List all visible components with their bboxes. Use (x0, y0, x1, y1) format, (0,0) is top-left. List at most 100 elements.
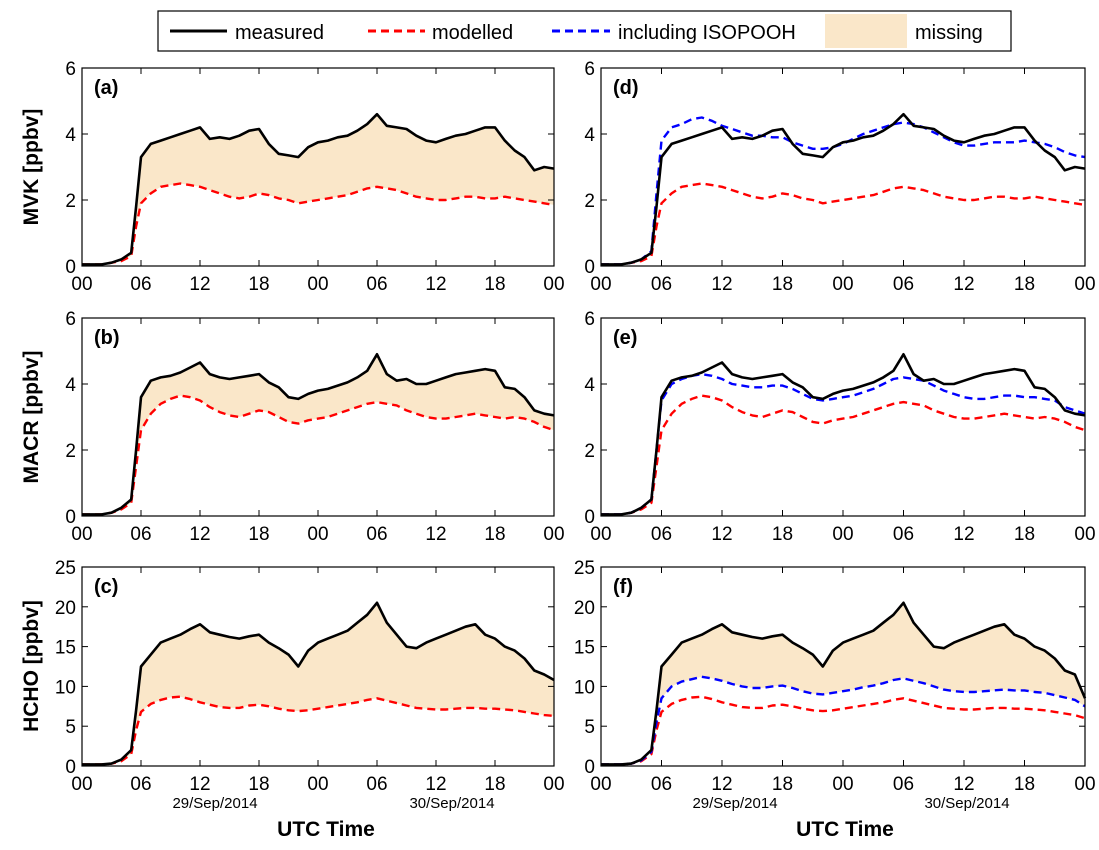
y-tick-label: 0 (65, 257, 76, 278)
x-tick-label: 00 (307, 524, 328, 545)
y-tick-label: 4 (65, 375, 76, 396)
y-tick-label: 10 (55, 677, 76, 698)
x-tick-label: 06 (130, 524, 151, 545)
y-tick-label: 2 (65, 191, 76, 212)
x-tick-label: 00 (543, 774, 564, 795)
x-tick-label: 00 (71, 274, 92, 295)
x-tick-label: 12 (953, 774, 974, 795)
x-tick-label: 00 (832, 774, 853, 795)
series-line-modelled (82, 394, 555, 516)
x-tick-label: 12 (711, 524, 732, 545)
series-line-modelled (82, 695, 555, 766)
date-label-left-1: 29/Sep/2014 (172, 795, 257, 812)
x-tick-label: 00 (1074, 274, 1095, 295)
panel-label: (e) (613, 327, 637, 349)
x-tick-label: 06 (130, 274, 151, 295)
y-tick-label: 4 (584, 375, 595, 396)
x-tick-label: 06 (651, 524, 672, 545)
series-line-measured (82, 352, 555, 516)
x-tick-label: 00 (590, 774, 611, 795)
y-tick-label: 15 (574, 638, 595, 659)
panel-d: 0 2 4 6 00 06 12 18 00 06 12 18 00 (d) (584, 59, 1095, 295)
y-tick-label: 0 (584, 257, 595, 278)
x-tick-label: 06 (130, 774, 151, 795)
x-tick-label: 06 (366, 524, 387, 545)
panel-c: 0 5 10 15 20 25 00 06 12 18 00 06 12 18 00 (c) HCHO [ppb… (20, 558, 565, 795)
legend-modelled-label: modelled (432, 22, 513, 44)
x-tick-label: 12 (711, 774, 732, 795)
y-tick-label: 4 (65, 125, 76, 146)
y-tick-label: 4 (584, 125, 595, 146)
legend: measured modelled including ISOPOOH miss… (157, 10, 1012, 52)
y-tick-label: 25 (574, 558, 595, 579)
x-tick-label: 00 (1074, 524, 1095, 545)
panel-a: 0 2 4 6 00 06 12 18 00 06 12 18 00 (a) MVK [ppbv] (20, 59, 565, 295)
series-line-measured (601, 352, 1086, 516)
x-tick-label: 12 (189, 274, 210, 295)
y-tick-label: 0 (584, 757, 595, 778)
series-line-including-isopooh (601, 675, 1086, 766)
series-line-modelled (82, 182, 555, 266)
series-line-measured (601, 601, 1087, 766)
y-tick-label: 5 (584, 717, 595, 738)
missing-area (82, 114, 554, 265)
x-tick-label: 12 (711, 274, 732, 295)
x-tick-label: 18 (1014, 274, 1035, 295)
x-tick-label: 18 (772, 774, 793, 795)
x-tick-label: 12 (425, 524, 446, 545)
series-line-measured (601, 112, 1086, 266)
y-tick-label: 2 (65, 441, 76, 462)
y-tick-label: 20 (55, 598, 76, 619)
x-tick-label: 00 (1074, 774, 1095, 795)
legend-missing-swatch (825, 14, 907, 48)
series-line-modelled (601, 182, 1086, 266)
x-tick-label: 06 (893, 524, 914, 545)
x-tick-label: 12 (953, 274, 974, 295)
x-tick-label: 00 (71, 524, 92, 545)
y-tick-label: 0 (584, 507, 595, 528)
missing-area (601, 602, 1085, 765)
series-line-modelled (601, 394, 1086, 516)
y-tick-label: 25 (55, 558, 76, 579)
y-axis-label: MVK [ppbv] (20, 109, 43, 226)
x-tick-label: 00 (71, 774, 92, 795)
y-tick-label: 2 (584, 191, 595, 212)
x-tick-label: 18 (484, 274, 505, 295)
panel-label: (a) (94, 77, 118, 99)
series-line-including-isopooh (601, 372, 1086, 516)
x-tick-label: 06 (893, 774, 914, 795)
y-tick-label: 5 (65, 717, 76, 738)
x-tick-label: 18 (772, 274, 793, 295)
axes-frame (600, 67, 1086, 267)
y-tick-label: 2 (584, 441, 595, 462)
x-tick-label: 18 (1014, 774, 1035, 795)
y-tick-label: 6 (584, 309, 595, 330)
y-tick-label: 6 (584, 59, 595, 80)
date-label-right-1: 29/Sep/2014 (692, 795, 777, 812)
x-tick-label: 18 (484, 524, 505, 545)
legend-measured-label: measured (235, 22, 324, 44)
x-tick-label: 18 (484, 774, 505, 795)
y-tick-label: 0 (65, 757, 76, 778)
x-tick-label: 06 (651, 274, 672, 295)
x-tick-label: 00 (543, 524, 564, 545)
x-axis-title-right: UTC Time (796, 818, 894, 841)
x-axis-title-left: UTC Time (277, 818, 375, 841)
panel-f: 0 5 10 15 20 25 00 06 12 18 00 06 12 18 00 (f) (574, 558, 1096, 795)
x-tick-label: 12 (425, 774, 446, 795)
y-axis-label: MACR [ppbv] (20, 351, 43, 484)
series-line-modelled (601, 695, 1086, 766)
x-tick-label: 00 (307, 774, 328, 795)
x-tick-label: 12 (953, 524, 974, 545)
panel-b: 0 2 4 6 00 06 12 18 00 06 12 18 00 (b) MACR [ppbv] (20, 309, 565, 545)
panel-label: (d) (613, 77, 639, 99)
x-tick-label: 18 (248, 774, 269, 795)
x-tick-label: 06 (893, 274, 914, 295)
x-tick-label: 18 (248, 274, 269, 295)
panel-label: (c) (94, 576, 118, 598)
x-tick-label: 00 (590, 274, 611, 295)
date-label-right-2: 30/Sep/2014 (924, 795, 1009, 812)
y-tick-label: 6 (65, 59, 76, 80)
